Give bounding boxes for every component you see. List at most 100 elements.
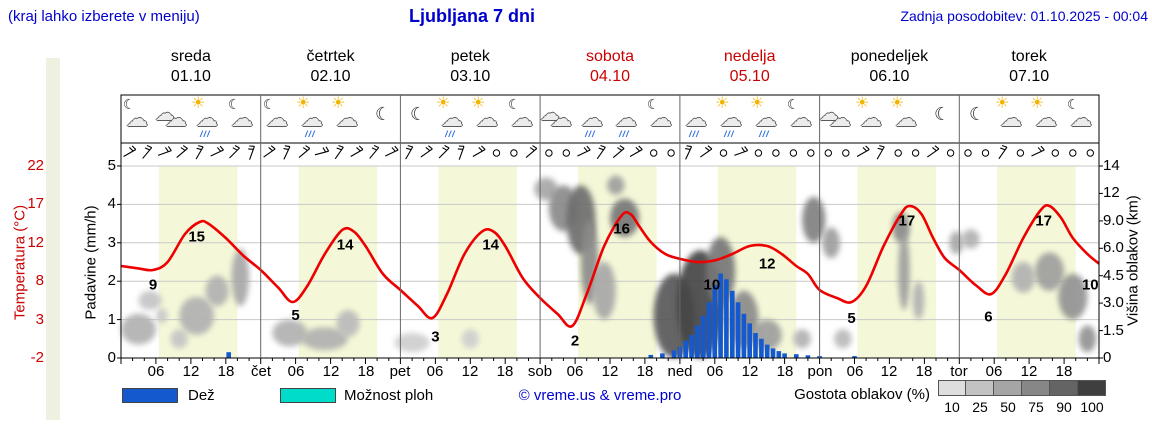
temp-tick-label: 3 — [35, 311, 44, 328]
cloud-glyph: ☁ — [336, 106, 358, 131]
precip-tick-label: 5 — [107, 157, 116, 174]
sun-cloud-rain-icon: ☀ ☁/// — [748, 96, 786, 142]
rain-glyph: /// — [724, 129, 735, 139]
cloud-density-swatch — [938, 380, 966, 396]
cloud-glyph: ☁ — [441, 106, 463, 131]
hour-tick-label: 18 — [776, 363, 794, 380]
calm-wind-icon — [545, 149, 553, 157]
svg-text:5: 5 — [847, 310, 855, 327]
moon-glyph: ☾ — [228, 96, 241, 112]
wind-barb-icon — [369, 144, 380, 159]
cloud-rain-icon: ☁/// — [574, 96, 612, 142]
calm-wind-icon — [562, 149, 570, 157]
day-abbrev-label: pet — [389, 363, 411, 380]
day-abbrev-label: ned — [667, 363, 693, 380]
cloud-glyph: ☁ — [860, 106, 882, 131]
svg-text:6: 6 — [984, 308, 992, 325]
calm-wind-icon — [719, 149, 728, 157]
moon-glyph: ☾ — [969, 104, 986, 124]
sun-glyph: ☀ — [1030, 95, 1045, 112]
hour-tick-label: 06 — [985, 363, 1003, 380]
axis-ticks — [117, 165, 1103, 364]
sun-cloud-rain-icon: ☀ ☁/// — [713, 96, 751, 142]
moon-glyph: ☾ — [410, 104, 427, 124]
cloud-density-label: Gostota oblakov (%) — [794, 386, 930, 403]
moon-glyph: ☾ — [934, 104, 951, 124]
calm-wind-icon — [911, 149, 920, 157]
sun-glyph: ☀ — [471, 95, 486, 112]
calm-wind-icon — [650, 149, 658, 157]
page-title: Ljubljana 7 dni — [408, 6, 535, 26]
moon-glyph: ☾ — [375, 104, 392, 124]
showers-legend-label: Možnost ploh — [344, 387, 434, 404]
moon-icon: ☾ — [364, 96, 402, 142]
moon-cloud-icon: ☾ ☁ — [224, 96, 262, 142]
cloud-density-swatch — [1050, 380, 1078, 396]
wind-barb-icon — [596, 145, 606, 160]
sun-glyph: ☀ — [750, 95, 765, 112]
moon-cloud-icon: ☾ ☁ — [259, 96, 297, 142]
hour-tick-label: 12 — [461, 363, 479, 380]
hour-tick-label: 18 — [357, 363, 375, 380]
cloud-tick-label: 3.0 — [1103, 294, 1124, 311]
svg-text:9: 9 — [149, 276, 157, 293]
rain-glyph: /// — [689, 129, 700, 139]
wind-barb-icon — [629, 145, 643, 158]
day-abbrev-label: sob — [527, 363, 553, 380]
cloud-glyph: ☁ — [615, 106, 637, 131]
sun-glyph: ☀ — [191, 95, 206, 112]
cloud-tick-label: 0 — [1103, 349, 1112, 366]
cloud-glyph: ☁ — [266, 106, 288, 131]
left-accent-strip — [46, 58, 60, 420]
cloud-tick-label: 9.0 — [1103, 212, 1124, 229]
wind-barb-icon — [525, 145, 538, 158]
moon-icon: ☾ — [399, 96, 437, 142]
sun-cloud-icon: ☀ ☁ — [1028, 96, 1066, 142]
sun-cloud-rain-icon: ☀ ☁/// — [189, 96, 227, 142]
wind-barb-icon — [334, 145, 344, 160]
sun-glyph: ☀ — [436, 95, 451, 112]
svg-text:14: 14 — [337, 236, 354, 253]
sun-glyph: ☀ — [331, 95, 346, 112]
svg-text:15: 15 — [188, 228, 205, 245]
cloud-tick-label: 1.5 — [1103, 322, 1124, 339]
hour-tick-label: 12 — [182, 363, 200, 380]
day-date: 05.10 — [729, 68, 770, 85]
wind-barb-icon — [699, 145, 713, 158]
cloud-glyph: ☁ — [1000, 106, 1022, 131]
cloud-glyph: ☁ — [581, 106, 603, 131]
cloud-density-tick-label: 90 — [1056, 399, 1072, 415]
sun-glyph: ☀ — [296, 95, 311, 112]
wind-barb-icon — [457, 145, 465, 160]
cloud-glyph: ☁ — [685, 106, 707, 131]
hour-tick-label: 18 — [217, 363, 235, 380]
svg-text:3: 3 — [431, 328, 439, 345]
cloud-tick-label: 14 — [1103, 157, 1120, 174]
wind-barb-icon — [195, 145, 204, 160]
hour-tick-label: 06 — [846, 363, 864, 380]
hour-tick-label: 12 — [741, 363, 759, 380]
hour-tick-label: 18 — [915, 363, 933, 380]
hour-tick-label: 18 — [1055, 363, 1073, 380]
hour-tick-label: 12 — [880, 363, 898, 380]
wind-barb-icon — [856, 145, 870, 158]
cloud-glyph: ☁ — [895, 106, 917, 131]
cloud-glyph: ☁ — [126, 106, 148, 131]
wind-barb-icon — [420, 145, 433, 158]
location-hint: (kraj lahko izberete v meniju) — [8, 8, 200, 25]
cloud-icon: ☁ ☁ — [818, 96, 856, 142]
sun-cloud-rain-icon: ☀ ☁/// — [434, 96, 472, 142]
day-name: sobota — [585, 48, 635, 65]
wind-barb-icon — [314, 146, 330, 156]
cloud-tick-label: 6.0 — [1103, 239, 1124, 256]
temperature-point-labels: 9 15 5 14 3 14 2 16 10 12 5 17 6 17 10 — [149, 212, 1099, 349]
hour-tick-label: 06 — [566, 363, 584, 380]
copyright-link[interactable]: © vreme.us & vreme.pro — [518, 387, 682, 404]
precip-tick-label: 3 — [107, 234, 116, 251]
wind-barb-icon — [612, 145, 625, 158]
cloud-glyph: ☁ — [650, 106, 672, 131]
rain-glyph: /// — [585, 129, 596, 139]
cloud-glyph: ☁ — [1035, 106, 1057, 131]
svg-text:5: 5 — [291, 307, 299, 324]
